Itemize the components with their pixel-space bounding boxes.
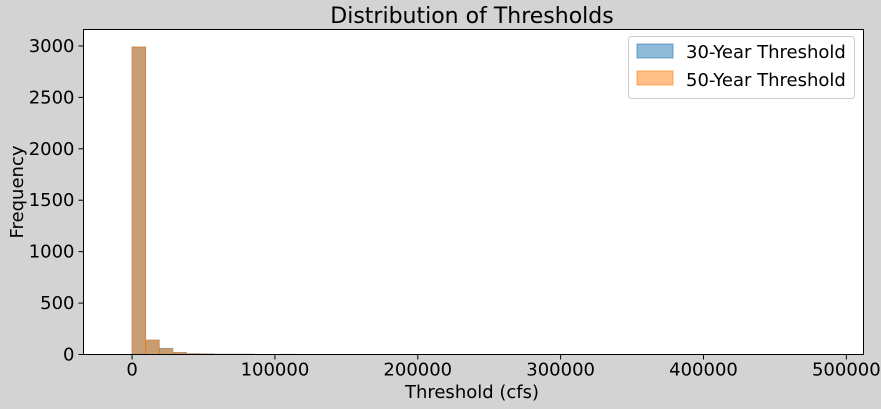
legend-label-50-year: 50-Year Threshold bbox=[686, 70, 846, 91]
bar-series-1-bin-2 bbox=[158, 348, 174, 355]
y-tick-label-6: 3000 bbox=[29, 36, 75, 57]
x-axis-label: Threshold (cfs) bbox=[404, 382, 539, 403]
x-tick-label-0: 0 bbox=[126, 360, 137, 381]
y-tick-label-5: 2500 bbox=[29, 87, 75, 108]
legend-box bbox=[628, 36, 855, 99]
legend: 30-Year Threshold 50-Year Threshold bbox=[628, 36, 855, 99]
y-tick-label-4: 2000 bbox=[29, 139, 75, 160]
bar-series-1-bin-0 bbox=[131, 46, 147, 355]
bar-series-1-bin-1 bbox=[145, 339, 160, 355]
x-tick-label-3: 300000 bbox=[526, 360, 595, 381]
x-axis: 0 100000 200000 300000 400000 500000 bbox=[126, 354, 881, 381]
y-tick-label-0: 0 bbox=[63, 345, 74, 366]
x-tick-label-1: 100000 bbox=[241, 360, 310, 381]
y-axis-label: Frequency bbox=[7, 145, 28, 238]
x-tick-label-2: 200000 bbox=[383, 360, 452, 381]
x-tick-label-4: 400000 bbox=[669, 360, 738, 381]
y-axis: 0 500 1000 1500 2000 2500 3000 bbox=[29, 36, 84, 366]
legend-swatch-50-year bbox=[636, 70, 674, 86]
legend-label-30-year: 30-Year Threshold bbox=[686, 42, 846, 63]
chart-title: Distribution of Thresholds bbox=[330, 4, 613, 29]
x-tick-label-5: 500000 bbox=[812, 360, 881, 381]
legend-swatch-30-year bbox=[636, 43, 674, 59]
plot-frame bbox=[83, 29, 864, 355]
y-tick-label-2: 1000 bbox=[29, 242, 75, 263]
y-tick-label-1: 500 bbox=[40, 293, 74, 314]
y-tick-label-3: 1500 bbox=[29, 190, 75, 211]
